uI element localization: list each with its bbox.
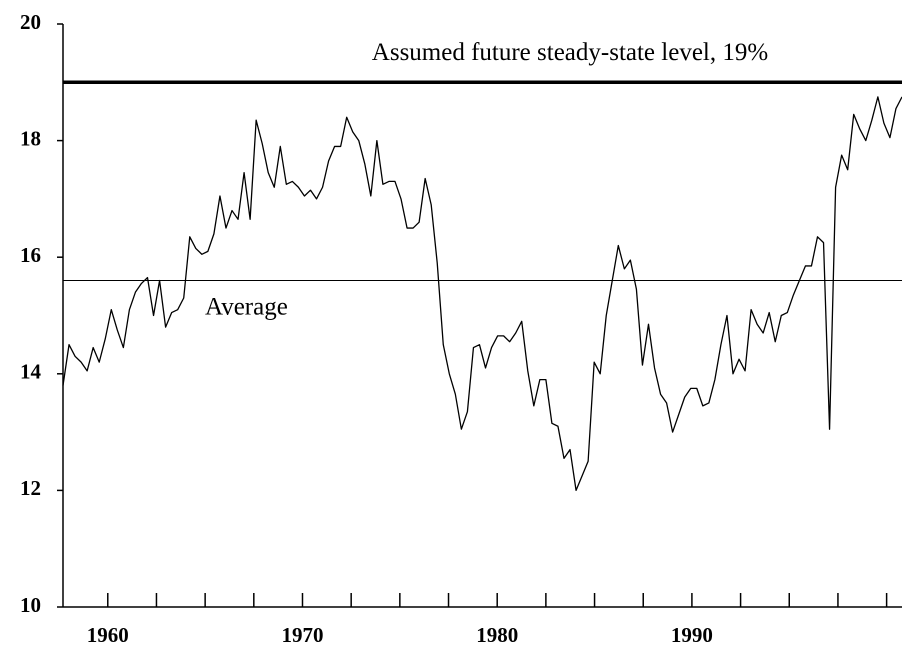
y-tick-label: 20 (20, 10, 41, 34)
x-tick-label: 1970 (281, 623, 323, 647)
y-tick-label: 18 (20, 126, 41, 150)
x-tick-label: 1960 (87, 623, 129, 647)
reference-label: Average (205, 293, 288, 320)
data-line (62, 96, 902, 492)
y-tick-label: 16 (20, 243, 41, 267)
y-tick-label: 10 (20, 593, 41, 617)
reference-label: Assumed future steady-state level, 19% (372, 39, 768, 66)
y-tick-label: 14 (20, 360, 42, 384)
y-tick-label: 12 (20, 476, 41, 500)
x-tick-label: 1980 (476, 623, 518, 647)
x-tick-label: 1990 (671, 623, 713, 647)
